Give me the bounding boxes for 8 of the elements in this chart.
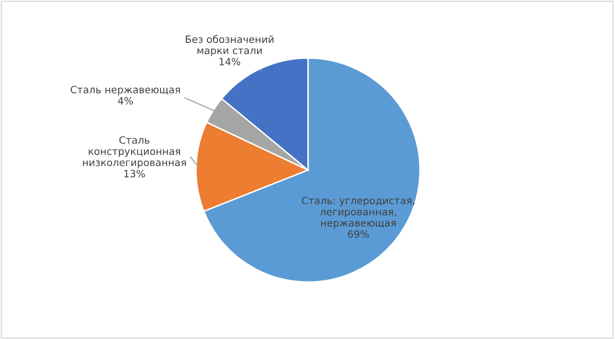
slice-label: Сталь нержавеющая (70, 86, 180, 96)
data-label: 69% (348, 230, 369, 238)
slice-label: Сталь: углеродистая, легированная, нержавеющая (302, 196, 414, 229)
data-label: 13% (124, 170, 145, 178)
slice-label: Без обозначений марки стали (186, 35, 274, 56)
data-label: 14% (220, 58, 240, 66)
data-label: 4% (118, 97, 133, 105)
slice-label: Сталь конструкционная низколегированная (83, 136, 186, 168)
